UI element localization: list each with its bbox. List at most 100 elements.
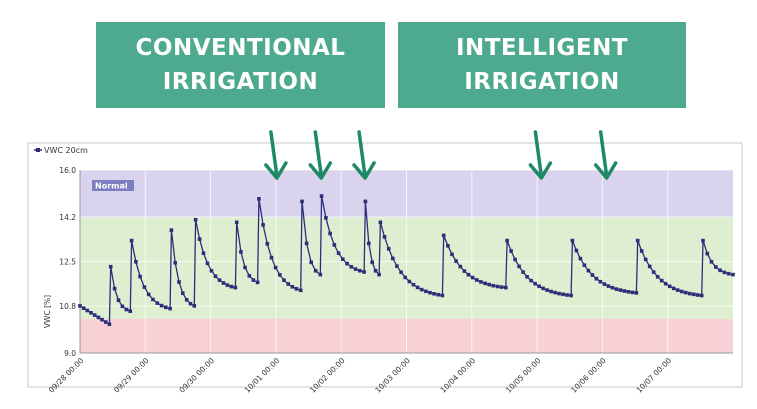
vwc-point-151 (651, 270, 656, 274)
vwc-point-38 (217, 278, 222, 282)
vwc-point-101 (458, 264, 463, 269)
vwc-point-125 (553, 290, 557, 295)
vwc-point-90 (415, 285, 420, 290)
vwc-point-154 (663, 281, 668, 286)
vwc-point-12 (120, 304, 125, 309)
vwc-point-130 (570, 238, 575, 243)
vwc-point-80 (377, 272, 381, 277)
vwc-point-8 (107, 322, 112, 326)
vwc-point-13 (124, 307, 129, 312)
vwc-point-20 (151, 297, 155, 302)
vwc-point-15 (129, 238, 134, 243)
vwc-point-81 (378, 220, 383, 225)
vwc-point-85 (395, 264, 399, 268)
vwc-point-124 (549, 289, 553, 294)
vwc-point-70 (341, 257, 345, 261)
vwc-point-126 (557, 291, 561, 296)
vwc-point-82 (382, 235, 387, 239)
vwc-point-23 (164, 305, 168, 310)
vwc-point-60 (300, 199, 304, 204)
vwc-point-165 (705, 251, 710, 256)
vwc-point-9 (108, 264, 113, 269)
vwc-point-166 (709, 260, 714, 264)
vwc-point-72 (349, 265, 354, 269)
vwc-point-171 (731, 272, 735, 277)
vwc-point-55 (282, 278, 286, 282)
vwc-point-143 (622, 289, 627, 293)
vwc-point-104 (470, 275, 475, 280)
irrigation-arrow-0 (264, 130, 288, 180)
irrigation-arrow-2 (352, 130, 376, 180)
vwc-point-63 (313, 269, 318, 273)
vwc-point-136 (594, 276, 599, 281)
vwc-point-99 (450, 252, 454, 257)
vwc-point-94 (432, 292, 436, 296)
banner-left-line2: IRRIGATION (162, 69, 319, 95)
vwc-point-11 (116, 298, 121, 302)
vwc-point-169 (722, 270, 727, 275)
vwc-point-127 (561, 292, 565, 297)
vwc-point-3 (89, 311, 93, 315)
vwc-point-150 (647, 264, 652, 269)
vwc-point-74 (358, 268, 362, 273)
vwc-point-84 (391, 256, 395, 261)
vwc-point-29 (184, 298, 189, 302)
vwc-point-139 (606, 284, 611, 288)
vwc-point-157 (675, 288, 680, 292)
vwc-point-27 (177, 280, 181, 284)
vwc-point-146 (634, 291, 639, 295)
vwc-point-121 (537, 284, 541, 289)
vwc-point-131 (574, 248, 579, 253)
vwc-point-135 (590, 273, 595, 277)
vwc-point-91 (419, 287, 424, 292)
vwc-point-71 (345, 261, 349, 266)
vwc-point-152 (655, 275, 660, 279)
banner-left-line1: CONVENTIONAL (135, 35, 346, 61)
y-tick-label-3: 14.2 (59, 213, 76, 222)
vwc-point-144 (626, 290, 631, 294)
vwc-point-10 (112, 286, 117, 291)
vwc-point-46 (247, 274, 252, 278)
irrigation-arrow-shaft-0 (269, 130, 279, 178)
vwc-point-5 (96, 315, 101, 320)
vwc-point-41 (229, 284, 234, 289)
vwc-point-108 (487, 282, 491, 287)
vwc-point-156 (671, 286, 676, 291)
vwc-point-158 (679, 289, 684, 294)
normal-band-label: Normal (95, 182, 128, 191)
vwc-point-17 (138, 274, 142, 279)
irrigation-arrow-1 (308, 130, 333, 180)
vwc-point-66 (324, 216, 328, 220)
banner-right-line2: IRRIGATION (464, 69, 620, 95)
vwc-point-97 (441, 233, 446, 238)
vwc-point-120 (533, 281, 537, 286)
vwc-point-64 (318, 272, 323, 277)
vwc-point-123 (545, 288, 549, 292)
vwc-point-112 (504, 285, 508, 290)
vwc-point-52 (269, 255, 274, 260)
vwc-point-25 (169, 228, 174, 232)
vwc-point-103 (466, 272, 471, 277)
vwc-point-53 (273, 265, 278, 270)
vwc-point-51 (265, 242, 270, 246)
y-tick-label-2: 12.5 (59, 258, 76, 267)
vwc-point-54 (278, 273, 282, 277)
vwc-point-96 (440, 293, 445, 298)
vwc-point-140 (610, 285, 615, 290)
vwc-point-141 (614, 287, 619, 291)
vwc-point-33 (197, 237, 202, 241)
vwc-point-62 (309, 260, 313, 265)
vwc-point-133 (582, 263, 587, 267)
legend-label: VWC 20cm (44, 146, 88, 155)
vwc-point-168 (718, 268, 722, 273)
vwc-point-116 (517, 264, 521, 269)
vwc-point-153 (659, 278, 664, 283)
vwc-point-122 (541, 286, 545, 291)
vwc-point-93 (428, 290, 432, 295)
vwc-point-45 (243, 265, 247, 270)
vwc-point-6 (100, 317, 104, 322)
vwc-point-61 (304, 241, 309, 246)
vwc-point-24 (168, 306, 172, 311)
vwc-point-138 (602, 282, 607, 286)
vwc-point-162 (695, 293, 700, 297)
